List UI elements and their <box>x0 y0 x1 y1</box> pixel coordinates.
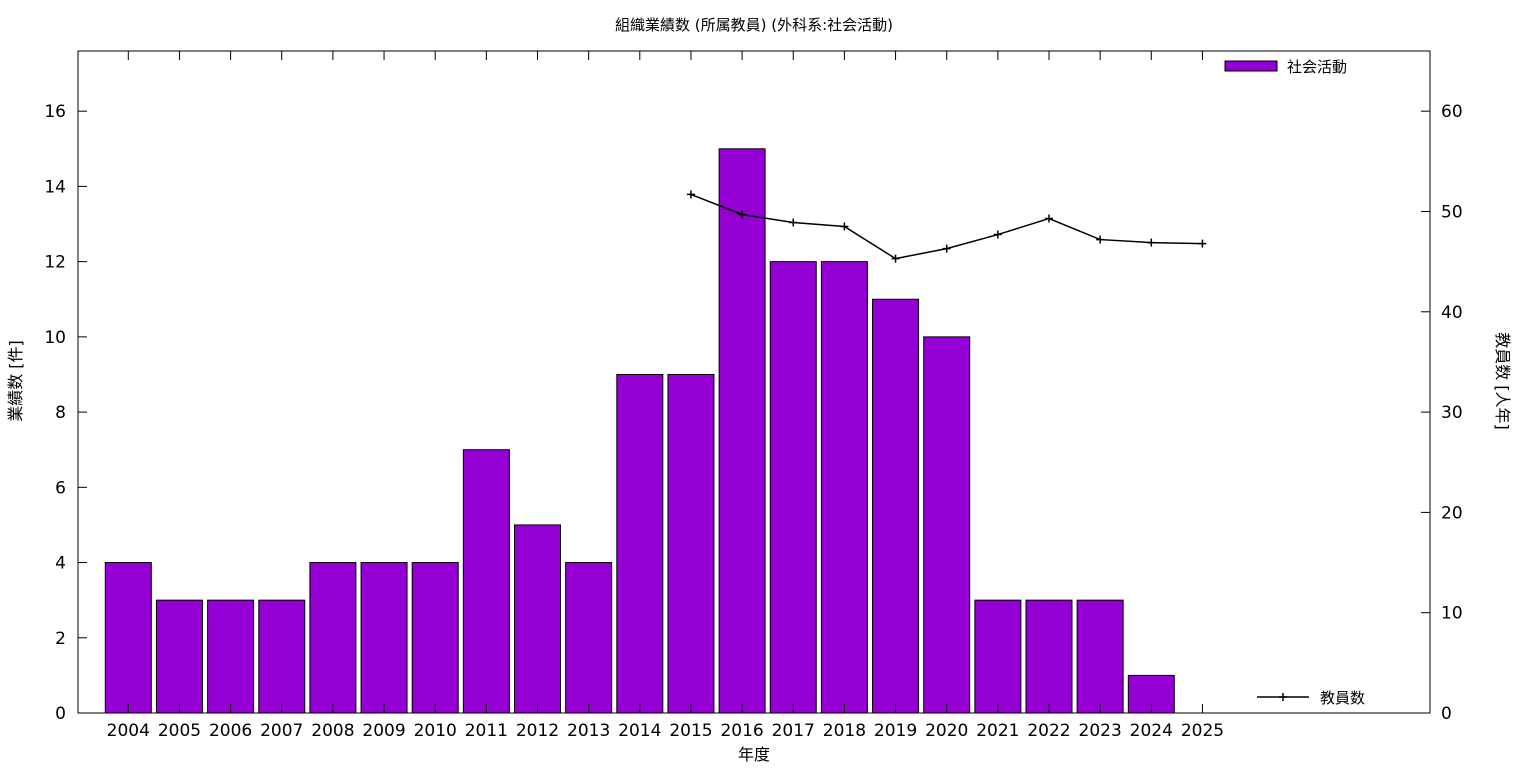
bar-2023 <box>1076 599 1124 714</box>
bar-2019 <box>872 298 920 714</box>
bar-2013 <box>565 562 613 714</box>
x-tick-label: 2018 <box>823 721 866 741</box>
y2-tick-label: 60 <box>1441 102 1463 122</box>
x-tick-label: 2017 <box>772 721 815 741</box>
y-tick-label: 14 <box>44 177 66 197</box>
y-tick-label: 8 <box>55 403 66 423</box>
legend-label-bar: 社会活動 <box>1287 58 1347 76</box>
bar-2022 <box>1025 599 1073 714</box>
y2-axis-label: 教員数 [人年] <box>1493 332 1512 430</box>
x-tick-label: 2021 <box>976 721 1019 741</box>
x-tick-label: 2008 <box>311 721 354 741</box>
y2-tick-label: 20 <box>1441 503 1463 523</box>
y2-tick-label: 40 <box>1441 303 1463 323</box>
x-tick-label: 2007 <box>260 721 303 741</box>
bar-2021 <box>974 599 1022 714</box>
y2-tick-label: 10 <box>1441 604 1463 624</box>
line-point-2017 <box>789 218 798 227</box>
y-tick-label: 6 <box>55 478 66 498</box>
x-tick-label: 2013 <box>567 721 610 741</box>
bar-2007 <box>258 599 306 714</box>
x-tick-label: 2015 <box>669 721 712 741</box>
line-point-2016 <box>738 210 747 219</box>
x-tick-label: 2020 <box>925 721 968 741</box>
legend-swatch-bar <box>1224 60 1278 72</box>
bar-2011 <box>462 449 510 714</box>
line-point-2015 <box>686 190 695 199</box>
bar-2010 <box>411 562 459 714</box>
bar-2006 <box>207 599 255 714</box>
bar-2014 <box>616 373 664 714</box>
x-tick-label: 2023 <box>1079 721 1122 741</box>
line-point-2019 <box>891 254 900 263</box>
bar-2015 <box>667 373 715 714</box>
line-point-2021 <box>993 230 1002 239</box>
x-tick-label: 2012 <box>516 721 559 741</box>
y-tick-label: 2 <box>55 629 66 649</box>
line-point-2024 <box>1147 238 1156 247</box>
x-tick-label: 2025 <box>1181 721 1224 741</box>
y-tick-label: 16 <box>44 102 66 122</box>
legend-label-line: 教員数 <box>1320 689 1365 707</box>
bar-2018 <box>820 261 868 714</box>
line-point-2020 <box>942 244 951 253</box>
x-tick-label: 2006 <box>209 721 252 741</box>
y-axis-label: 業績数 [件] <box>6 340 25 422</box>
bar-2020 <box>923 336 971 714</box>
bar-series <box>104 148 1175 714</box>
x-tick-label: 2010 <box>414 721 457 741</box>
bar-2004 <box>104 562 152 714</box>
x-tick-label: 2004 <box>107 721 150 741</box>
y2-tick-label: 30 <box>1441 403 1463 423</box>
x-tick-label: 2022 <box>1027 721 1070 741</box>
x-tick-label: 2019 <box>874 721 917 741</box>
x-tick-label: 2011 <box>465 721 508 741</box>
bar-2008 <box>309 562 357 714</box>
y-tick-label: 12 <box>44 253 66 273</box>
bar-2016 <box>718 148 766 714</box>
x-tick-label: 2016 <box>720 721 763 741</box>
legend: 社会活動 教員数 <box>1224 58 1365 707</box>
x-axis-label: 年度 <box>738 745 770 764</box>
plot-area <box>77 50 1431 714</box>
y-tick-label: 10 <box>44 328 66 348</box>
line-point-2023 <box>1096 235 1105 244</box>
x-tick-label: 2024 <box>1130 721 1173 741</box>
line-point-2025 <box>1198 239 1207 248</box>
chart-title: 組織業績数 (所属教員) (外科系:社会活動) <box>615 16 893 34</box>
line-series <box>686 190 1207 263</box>
x-tick-label: 2005 <box>158 721 201 741</box>
axes: 0 2 4 6 8 10 12 14 16 0 10 20 30 40 50 60 2004 2005 2006 20… <box>44 51 1463 741</box>
y2-tick-label: 0 <box>1441 704 1452 724</box>
line-point-2018 <box>840 222 849 231</box>
bar-2005 <box>155 599 203 714</box>
x-tick-label: 2009 <box>362 721 405 741</box>
y-tick-label: 4 <box>55 554 66 574</box>
bar-2017 <box>769 261 817 714</box>
line-point-2022 <box>1045 214 1053 223</box>
bar-2009 <box>360 562 408 714</box>
y-tick-label: 0 <box>55 704 66 724</box>
bar-2012 <box>514 524 561 714</box>
x-tick-label: 2014 <box>618 721 661 741</box>
y2-tick-label: 50 <box>1441 202 1463 222</box>
legend-marker-plus <box>1279 693 1287 701</box>
